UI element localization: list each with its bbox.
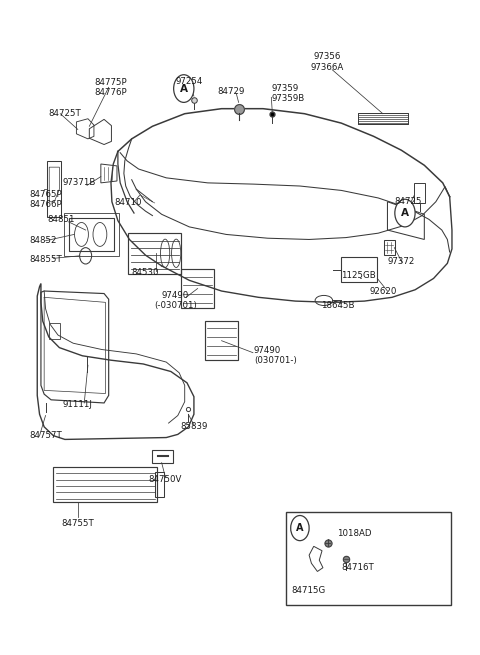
Text: A: A xyxy=(180,84,188,94)
Text: 97254: 97254 xyxy=(176,77,203,86)
Text: 84757T: 84757T xyxy=(29,431,62,440)
Text: 1018AD: 1018AD xyxy=(337,529,371,538)
Circle shape xyxy=(395,199,415,227)
Text: 84855T: 84855T xyxy=(29,255,62,264)
Text: 97490
(030701-): 97490 (030701-) xyxy=(254,346,297,365)
Text: 84716T: 84716T xyxy=(341,563,374,572)
Text: 97372: 97372 xyxy=(387,257,415,266)
Text: 84725T: 84725T xyxy=(49,109,82,118)
Text: 84755T: 84755T xyxy=(61,519,94,528)
Text: 97490
(-030701): 97490 (-030701) xyxy=(154,291,197,310)
Text: 97371B: 97371B xyxy=(63,178,96,187)
Text: 84530: 84530 xyxy=(132,268,159,276)
Text: 84729: 84729 xyxy=(217,86,244,96)
FancyBboxPatch shape xyxy=(286,512,451,605)
Text: 97359
97359B: 97359 97359B xyxy=(271,84,305,103)
Text: A: A xyxy=(296,523,304,533)
Text: 18645B: 18645B xyxy=(321,301,354,310)
Text: 84851: 84851 xyxy=(48,215,75,224)
Circle shape xyxy=(291,515,309,540)
Circle shape xyxy=(174,75,194,102)
Text: 1125GB: 1125GB xyxy=(341,271,376,280)
Text: 84852: 84852 xyxy=(29,236,57,245)
Text: 91111J: 91111J xyxy=(63,400,93,409)
Text: 84725: 84725 xyxy=(395,197,422,206)
Text: 84765P
84766P: 84765P 84766P xyxy=(29,189,62,209)
Text: 84775P
84776P: 84775P 84776P xyxy=(95,77,128,97)
Text: A: A xyxy=(401,208,409,218)
Text: 92620: 92620 xyxy=(369,286,396,295)
Text: 84715G: 84715G xyxy=(291,586,325,595)
Text: 84750V: 84750V xyxy=(149,475,182,484)
Text: 84710: 84710 xyxy=(115,198,142,208)
Text: 85839: 85839 xyxy=(180,422,208,432)
Text: 97356
97366A: 97356 97366A xyxy=(311,52,344,72)
